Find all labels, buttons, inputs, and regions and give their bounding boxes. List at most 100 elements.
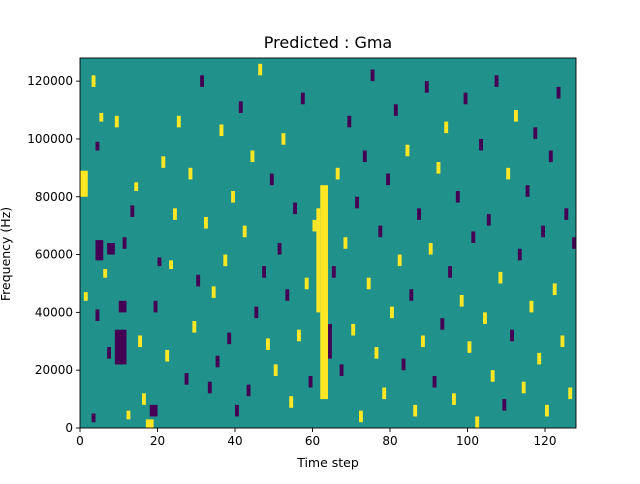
heatmap-cell-low — [393, 104, 398, 116]
plot-frame — [79, 57, 577, 429]
heatmap-cell-low — [494, 75, 499, 87]
heatmap-cell-low — [409, 289, 414, 301]
heatmap-cell-low — [254, 306, 259, 319]
heatmap-cell-low — [95, 309, 100, 322]
heatmap-cell-low — [107, 347, 111, 359]
heatmap-cell-high — [421, 335, 425, 348]
y-tick-label: 60000 — [35, 248, 73, 262]
heatmap-cell-high — [382, 387, 387, 400]
heatmap-cell-low — [471, 231, 476, 243]
heatmap-cell-high — [242, 225, 247, 238]
heatmap-cell-high — [266, 338, 270, 350]
heatmap-cell-low — [533, 127, 538, 139]
heatmap-cell-high — [483, 312, 487, 324]
heatmap-cell-high — [231, 190, 235, 203]
x-tick-label: 80 — [382, 434, 397, 448]
heatmap-cell-low — [486, 214, 491, 226]
heatmap-cell-low — [149, 404, 158, 417]
heatmap-cell-high — [176, 115, 181, 128]
heatmap-cell-high — [219, 124, 224, 137]
heatmap-cell-low — [122, 237, 127, 249]
y-tick-label: 40000 — [35, 305, 73, 319]
heatmap-cell-low — [541, 225, 545, 238]
heatmap-cell-high — [297, 329, 301, 342]
heatmap-cell-low — [207, 381, 212, 394]
heatmap-cell-low — [277, 243, 282, 255]
heatmap-cell-low — [401, 358, 406, 371]
y-axis-label: Frequency (Hz) — [0, 207, 13, 301]
y-tick-label: 0 — [65, 421, 73, 435]
heatmap-cell-high — [467, 341, 472, 353]
heatmap-cell-low — [432, 375, 437, 388]
heatmap-cell-low — [564, 208, 569, 220]
heatmap-cell-high — [114, 115, 119, 128]
heatmap-cell-low — [556, 86, 561, 99]
heatmap-cell-low — [448, 266, 452, 278]
heatmap-cell-high — [91, 75, 96, 87]
heatmap-cell-low — [424, 81, 429, 93]
heatmap-cell-high — [490, 370, 495, 382]
heatmap-cell-low — [246, 384, 251, 397]
heatmap-cell-high — [475, 416, 480, 428]
heatmap-cell-low — [285, 289, 290, 301]
heatmap-cell-high — [335, 167, 340, 180]
heatmap-cell-high — [521, 381, 526, 394]
heatmap-cell-high — [80, 170, 88, 197]
heatmap-cell-high — [413, 404, 418, 417]
heatmap-cell-high — [161, 156, 166, 168]
heatmap-cell-high — [281, 133, 286, 145]
heatmap-cell-high — [320, 185, 328, 400]
heatmap-cell-high — [312, 219, 317, 232]
heatmap-cell-high — [304, 277, 309, 290]
heatmap-cell-low — [370, 69, 375, 82]
heatmap-cell-low — [347, 115, 352, 128]
heatmap-cell-high — [316, 208, 321, 313]
heatmap-cell-high — [529, 300, 534, 313]
heatmap-cell-high — [103, 269, 108, 278]
heatmap-cell-low — [548, 150, 553, 163]
heatmap-cell-high — [390, 306, 394, 319]
heatmap-cell-low — [308, 375, 313, 388]
x-tick-label: 20 — [150, 434, 165, 448]
x-tick-label: 120 — [534, 434, 557, 448]
heatmap-cell-low — [262, 266, 266, 278]
x-axis-ticks: 0 20 40 60 80 100 120 — [76, 428, 556, 448]
heatmap-cell-high — [537, 352, 542, 365]
heatmap-cell-high — [273, 364, 278, 376]
heatmap-cell-low — [95, 240, 104, 261]
heatmap-cell-low — [91, 413, 96, 423]
y-tick-label: 120000 — [27, 74, 73, 88]
heatmap-cell-high — [138, 335, 142, 348]
heatmap-cell-low — [153, 300, 158, 313]
heatmap-cell-low — [355, 196, 359, 209]
heatmap-cell-low — [238, 101, 243, 113]
heatmap-cell-low — [517, 248, 522, 261]
heatmap-cell-high — [374, 347, 379, 359]
heatmap-cell-high — [514, 110, 518, 122]
heatmap-cell-high — [343, 237, 348, 249]
heatmap-cell-high — [452, 393, 456, 405]
heatmap-cell-high — [169, 260, 173, 270]
heatmap-cell-high — [552, 283, 557, 296]
heatmap-cell-high — [428, 243, 433, 255]
chart-title: Predicted : Gma — [264, 33, 392, 52]
heatmap-cell-high — [250, 150, 255, 163]
heatmap-cell-high — [359, 410, 363, 423]
heatmap-cell-low — [479, 138, 483, 151]
heatmap-cell-low — [440, 318, 445, 330]
heatmap-cell-high — [436, 162, 441, 174]
heatmap-cell-low — [572, 237, 576, 249]
y-tick-label: 80000 — [35, 190, 73, 204]
heatmap-cell-low — [130, 205, 135, 217]
heatmap-cell-high — [145, 419, 154, 428]
heatmap-cells — [80, 63, 576, 428]
heatmap-cell-high — [506, 167, 511, 180]
heatmap-cell-low — [269, 173, 274, 186]
heatmap-cell-high — [99, 112, 104, 122]
x-axis-label: Time step — [296, 455, 359, 470]
x-tick-label: 40 — [227, 434, 242, 448]
heatmap-cell-high — [351, 323, 356, 336]
heatmap-cell-high — [188, 167, 193, 180]
heatmap-cell-high — [568, 387, 573, 400]
